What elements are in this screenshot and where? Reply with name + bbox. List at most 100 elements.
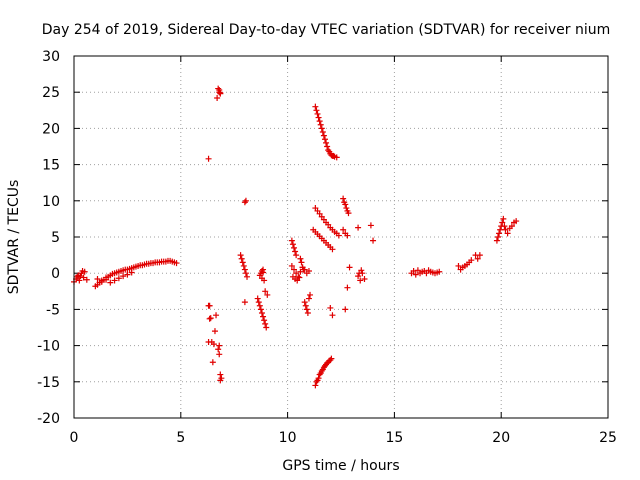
- data-point: [305, 295, 312, 302]
- data-point: [328, 355, 335, 362]
- data-point: [76, 277, 83, 284]
- data-point: [296, 274, 303, 281]
- data-point: [346, 264, 353, 271]
- data-point: [508, 223, 515, 230]
- data-point: [207, 315, 214, 322]
- data-point: [355, 224, 362, 231]
- data-point: [370, 237, 377, 244]
- data-point: [359, 270, 366, 277]
- data-point: [239, 259, 246, 266]
- data-point: [120, 273, 127, 280]
- data-point: [215, 346, 222, 353]
- data-point: [254, 295, 261, 302]
- data-point: [288, 237, 295, 244]
- data-point: [329, 312, 336, 319]
- data-point: [494, 234, 501, 240]
- data-point: [216, 351, 223, 358]
- data-point: [344, 232, 351, 239]
- data-point: [128, 269, 135, 276]
- data-point: [329, 246, 336, 253]
- data-point: [210, 341, 217, 348]
- x-axis-label: GPS time / hours: [282, 458, 399, 474]
- data-point: [327, 304, 334, 311]
- y-tick-label: 0: [51, 266, 60, 282]
- data-point: [124, 271, 131, 278]
- data-point: [315, 114, 322, 121]
- data-point: [257, 306, 264, 313]
- data-point: [361, 275, 368, 282]
- data-point: [241, 199, 248, 206]
- data-point: [298, 259, 305, 266]
- y-tick-label: 5: [51, 230, 60, 246]
- data-point: [77, 273, 84, 280]
- data-point: [295, 273, 302, 280]
- data-point: [216, 87, 223, 94]
- data-point: [211, 328, 218, 335]
- axis-ticks: 0 5 10 15 20 25 -20 -15 -10 -5 0 5 10 15 20 25 30: [37, 49, 617, 446]
- data-point: [501, 223, 508, 230]
- data-point: [455, 262, 462, 269]
- data-point: [217, 377, 224, 384]
- data-point: [264, 291, 271, 298]
- data-point: [342, 201, 349, 208]
- data-point: [496, 230, 503, 237]
- data-point: [312, 103, 319, 110]
- data-point: [513, 218, 520, 225]
- y-tick-label: -5: [46, 302, 60, 318]
- data-point: [367, 222, 374, 229]
- data-point: [318, 125, 325, 132]
- data-point: [319, 129, 326, 136]
- data-point: [94, 275, 101, 282]
- x-tick-label: 10: [279, 430, 297, 446]
- data-point: [255, 299, 262, 306]
- data-point: [205, 155, 212, 162]
- data-point: [335, 232, 342, 239]
- data-point: [315, 375, 322, 382]
- data-point: [343, 205, 350, 212]
- data-point: [291, 266, 298, 273]
- data-point: [500, 215, 507, 222]
- data-point: [320, 132, 327, 139]
- y-tick-label: -15: [37, 375, 60, 391]
- data-point: [493, 237, 500, 244]
- data-point: [237, 252, 244, 259]
- y-tick-label: 30: [42, 49, 60, 65]
- data-point: [474, 255, 481, 262]
- data-point: [260, 269, 267, 276]
- data-point: [217, 89, 224, 96]
- data-point: [263, 324, 270, 331]
- y-tick-label: -10: [37, 339, 60, 355]
- data-point: [262, 288, 269, 295]
- y-tick-label: 15: [42, 158, 60, 174]
- data-point: [300, 266, 307, 273]
- x-tick-label: 0: [70, 430, 79, 446]
- data-point: [216, 342, 223, 349]
- data-point: [497, 226, 504, 233]
- data-point: [303, 306, 310, 313]
- x-tick-label: 5: [176, 430, 185, 446]
- data-point: [297, 268, 304, 275]
- data-point: [206, 315, 213, 322]
- data-point: [304, 310, 311, 317]
- data-point: [261, 317, 268, 324]
- data-point: [345, 210, 352, 217]
- data-point: [173, 260, 180, 267]
- data-point: [205, 302, 212, 309]
- data-point: [111, 277, 118, 284]
- data-point: [103, 276, 110, 283]
- y-tick-label: 25: [42, 85, 60, 101]
- data-point: [436, 268, 443, 275]
- data-point: [344, 284, 351, 291]
- data-point: [258, 310, 265, 317]
- data-point: [340, 226, 347, 233]
- data-point: [297, 255, 304, 262]
- data-point: [258, 275, 265, 282]
- data-point: [80, 274, 87, 281]
- data-point: [293, 270, 300, 277]
- data-point: [217, 371, 224, 378]
- data-point: [342, 306, 349, 313]
- y-tick-label: 20: [42, 121, 60, 137]
- data-point: [288, 262, 295, 269]
- data-point: [244, 273, 251, 280]
- x-tick-label: 20: [492, 430, 510, 446]
